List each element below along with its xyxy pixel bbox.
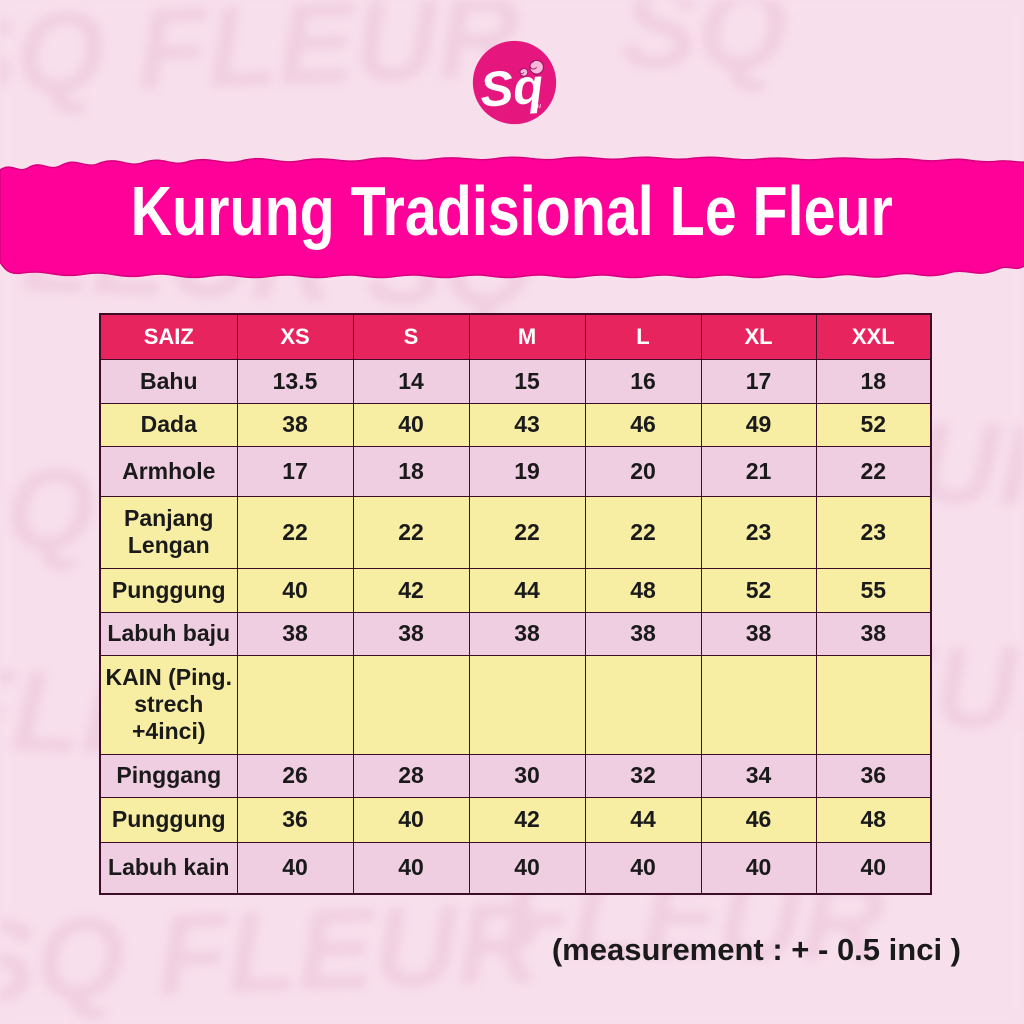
svg-text:SQ FLEUR: SQ FLEUR [0, 0, 522, 121]
svg-text:SQ: SQ [620, 0, 788, 95]
svg-text:TM: TM [534, 104, 541, 110]
